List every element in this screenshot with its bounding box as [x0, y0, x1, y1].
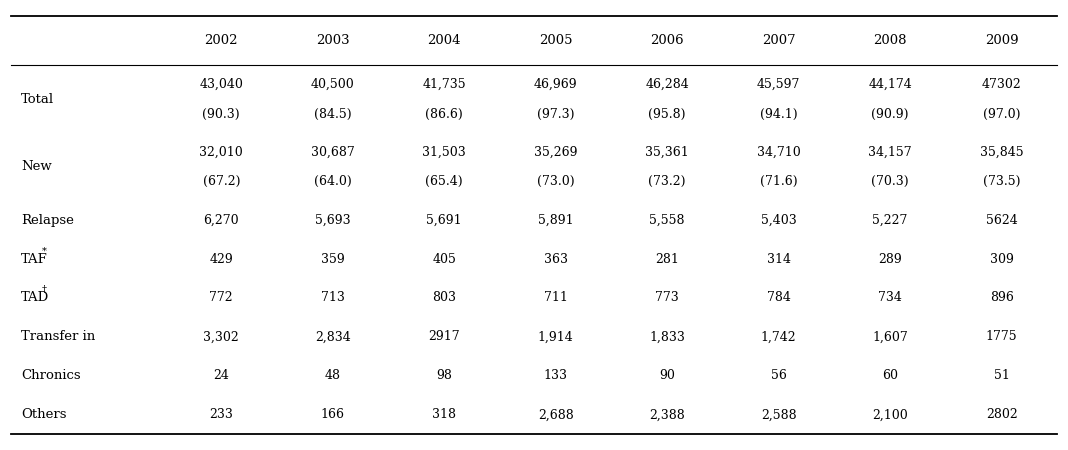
Text: 711: 711 [544, 292, 567, 305]
Text: 46,284: 46,284 [645, 78, 689, 91]
Text: 90: 90 [659, 369, 675, 382]
Text: 281: 281 [656, 252, 679, 266]
Text: 2009: 2009 [985, 34, 1019, 47]
Text: 1,742: 1,742 [760, 330, 797, 343]
Text: 1,914: 1,914 [538, 330, 574, 343]
Text: 32,010: 32,010 [200, 145, 244, 158]
Text: 2003: 2003 [316, 34, 349, 47]
Text: 5,558: 5,558 [649, 214, 685, 227]
Text: 47302: 47302 [981, 78, 1021, 91]
Text: 41,735: 41,735 [423, 78, 466, 91]
Text: 35,361: 35,361 [645, 145, 689, 158]
Text: 2,388: 2,388 [649, 408, 685, 421]
Text: Transfer in: Transfer in [21, 330, 96, 343]
Text: (84.5): (84.5) [314, 108, 351, 121]
Text: 5,691: 5,691 [426, 214, 462, 227]
Text: 35,269: 35,269 [534, 145, 578, 158]
Text: 24: 24 [214, 369, 230, 382]
Text: 98: 98 [437, 369, 452, 382]
Text: (94.1): (94.1) [759, 108, 798, 121]
Text: (90.3): (90.3) [203, 108, 240, 121]
Text: 60: 60 [882, 369, 898, 382]
Text: 233: 233 [209, 408, 233, 421]
Text: (71.6): (71.6) [759, 175, 798, 188]
Text: 713: 713 [320, 292, 345, 305]
Text: 5,403: 5,403 [760, 214, 797, 227]
Text: (64.0): (64.0) [314, 175, 351, 188]
Text: 1,607: 1,607 [873, 330, 908, 343]
Text: Relapse: Relapse [21, 214, 75, 227]
Text: 405: 405 [433, 252, 456, 266]
Text: 896: 896 [990, 292, 1014, 305]
Text: TAF: TAF [21, 252, 48, 266]
Text: 46,969: 46,969 [534, 78, 578, 91]
Text: 133: 133 [544, 369, 568, 382]
Text: 784: 784 [767, 292, 790, 305]
Text: 31,503: 31,503 [422, 145, 466, 158]
Text: (65.4): (65.4) [425, 175, 464, 188]
Text: 5,891: 5,891 [538, 214, 574, 227]
Text: 51: 51 [993, 369, 1009, 382]
Text: 35,845: 35,845 [979, 145, 1023, 158]
Text: 429: 429 [209, 252, 233, 266]
Text: 734: 734 [878, 292, 902, 305]
Text: 34,710: 34,710 [757, 145, 801, 158]
Text: 34,157: 34,157 [868, 145, 912, 158]
Text: (73.2): (73.2) [648, 175, 686, 188]
Text: (73.0): (73.0) [537, 175, 575, 188]
Text: (95.8): (95.8) [648, 108, 686, 121]
Text: *: * [43, 247, 47, 256]
Text: 2,834: 2,834 [315, 330, 350, 343]
Text: (86.6): (86.6) [425, 108, 464, 121]
Text: New: New [21, 160, 52, 173]
Text: (70.3): (70.3) [871, 175, 909, 188]
Text: 2802: 2802 [986, 408, 1018, 421]
Text: 3,302: 3,302 [203, 330, 239, 343]
Text: 5,693: 5,693 [315, 214, 350, 227]
Text: 2005: 2005 [539, 34, 572, 47]
Text: 2002: 2002 [205, 34, 238, 47]
Text: 56: 56 [771, 369, 786, 382]
Text: 2007: 2007 [761, 34, 796, 47]
Text: Chronics: Chronics [21, 369, 81, 382]
Text: TAD: TAD [21, 292, 49, 305]
Text: 2006: 2006 [650, 34, 684, 47]
Text: (97.3): (97.3) [537, 108, 575, 121]
Text: (90.9): (90.9) [871, 108, 909, 121]
Text: †: † [43, 285, 47, 294]
Text: 44,174: 44,174 [868, 78, 912, 91]
Text: (97.0): (97.0) [983, 108, 1020, 121]
Text: 318: 318 [433, 408, 456, 421]
Text: 48: 48 [325, 369, 341, 382]
Text: 363: 363 [544, 252, 568, 266]
Text: 359: 359 [320, 252, 345, 266]
Text: (67.2): (67.2) [203, 175, 240, 188]
Text: 2008: 2008 [874, 34, 907, 47]
Text: 43,040: 43,040 [200, 78, 244, 91]
Text: Total: Total [21, 93, 54, 106]
Text: 45,597: 45,597 [757, 78, 800, 91]
Text: 2917: 2917 [428, 330, 460, 343]
Text: 5624: 5624 [986, 214, 1018, 227]
Text: 314: 314 [767, 252, 790, 266]
Text: 2,688: 2,688 [538, 408, 574, 421]
Text: 2,100: 2,100 [873, 408, 908, 421]
Text: Others: Others [21, 408, 67, 421]
Text: 2,588: 2,588 [760, 408, 797, 421]
Text: 803: 803 [433, 292, 456, 305]
Text: 289: 289 [878, 252, 902, 266]
Text: (73.5): (73.5) [983, 175, 1020, 188]
Text: 166: 166 [320, 408, 345, 421]
Text: 309: 309 [990, 252, 1014, 266]
Text: 6,270: 6,270 [204, 214, 239, 227]
Text: 772: 772 [209, 292, 233, 305]
Text: 1,833: 1,833 [649, 330, 685, 343]
Text: 773: 773 [656, 292, 679, 305]
Text: 40,500: 40,500 [311, 78, 355, 91]
Text: 2004: 2004 [427, 34, 461, 47]
Text: 30,687: 30,687 [311, 145, 355, 158]
Text: 1775: 1775 [986, 330, 1018, 343]
Text: 5,227: 5,227 [873, 214, 908, 227]
